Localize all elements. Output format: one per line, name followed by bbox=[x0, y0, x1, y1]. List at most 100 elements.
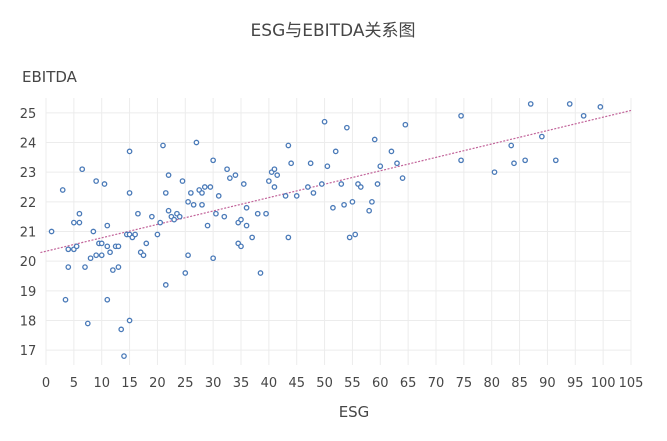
data-point bbox=[254, 210, 261, 217]
x-tick-label: 95 bbox=[567, 376, 584, 391]
grid bbox=[45, 98, 632, 365]
data-point bbox=[527, 101, 534, 107]
data-point bbox=[338, 181, 345, 187]
data-point bbox=[188, 190, 194, 196]
data-point bbox=[160, 142, 166, 149]
data-point bbox=[71, 219, 77, 226]
data-point bbox=[369, 198, 375, 205]
data-point bbox=[73, 243, 80, 250]
data-point bbox=[321, 118, 328, 125]
data-point bbox=[243, 204, 250, 211]
data-point bbox=[346, 234, 353, 241]
data-point bbox=[104, 222, 111, 229]
data-point bbox=[240, 181, 247, 187]
data-point bbox=[318, 181, 325, 187]
data-point bbox=[132, 231, 138, 238]
x-tick-label: 75 bbox=[456, 376, 473, 391]
data-point bbox=[508, 142, 515, 149]
y-tick-label: 24 bbox=[20, 137, 37, 152]
data-point bbox=[566, 101, 573, 107]
y-tick-label: 23 bbox=[20, 166, 37, 181]
data-point bbox=[118, 326, 125, 333]
y-tick-label: 20 bbox=[20, 255, 37, 270]
data-point bbox=[149, 213, 155, 220]
data-point bbox=[374, 181, 381, 187]
data-point bbox=[539, 133, 545, 140]
data-point bbox=[552, 157, 559, 164]
data-point bbox=[344, 124, 350, 131]
data-point bbox=[126, 190, 133, 196]
data-point bbox=[458, 157, 464, 164]
data-point bbox=[165, 207, 172, 214]
data-point bbox=[115, 264, 122, 270]
data-point bbox=[110, 267, 116, 273]
x-tick-label: 5 bbox=[70, 376, 78, 391]
data-point bbox=[307, 160, 314, 167]
data-point bbox=[157, 219, 164, 226]
data-point bbox=[185, 198, 191, 205]
data-point bbox=[182, 270, 189, 276]
x-tick-label: 60 bbox=[372, 376, 389, 391]
x-tick-label: 85 bbox=[511, 376, 528, 391]
data-point bbox=[62, 296, 69, 303]
data-point bbox=[101, 181, 108, 187]
y-tick-label: 22 bbox=[20, 196, 37, 211]
data-point bbox=[491, 169, 498, 176]
data-point bbox=[366, 207, 372, 214]
data-point bbox=[121, 353, 127, 359]
x-tick-label: 25 bbox=[177, 376, 194, 391]
data-point bbox=[399, 175, 406, 181]
x-tick-label: 80 bbox=[483, 376, 500, 391]
data-point bbox=[104, 296, 111, 303]
data-point bbox=[332, 148, 339, 155]
data-point bbox=[143, 240, 150, 247]
data-point bbox=[357, 184, 364, 190]
data-point bbox=[221, 213, 228, 220]
x-tick-label: 40 bbox=[261, 376, 278, 391]
x-tick-label: 10 bbox=[93, 376, 110, 391]
data-point bbox=[341, 201, 347, 208]
data-point bbox=[377, 163, 384, 170]
data-point bbox=[176, 213, 183, 220]
data-point bbox=[207, 184, 214, 190]
data-point bbox=[162, 282, 169, 288]
data-point bbox=[232, 172, 239, 178]
data-point bbox=[93, 178, 99, 184]
x-tick-label: 35 bbox=[233, 376, 250, 391]
data-point bbox=[580, 112, 587, 119]
x-tick-label: 105 bbox=[619, 376, 644, 391]
data-point bbox=[154, 231, 161, 238]
data-point bbox=[48, 228, 55, 235]
data-point bbox=[238, 216, 244, 223]
data-point bbox=[371, 136, 378, 143]
data-point bbox=[82, 264, 88, 270]
data-point bbox=[115, 243, 122, 250]
data-point bbox=[126, 148, 133, 155]
data-point bbox=[213, 210, 219, 217]
data-point bbox=[190, 201, 197, 208]
x-tick-label: 90 bbox=[539, 376, 556, 391]
data-point bbox=[263, 210, 269, 217]
data-point bbox=[310, 190, 317, 196]
data-point bbox=[330, 204, 336, 211]
x-tick-label: 50 bbox=[316, 376, 333, 391]
data-point bbox=[98, 240, 105, 247]
data-point bbox=[98, 252, 105, 259]
data-point bbox=[293, 193, 300, 199]
data-point bbox=[65, 264, 72, 270]
data-point bbox=[140, 252, 147, 259]
data-point bbox=[305, 184, 311, 190]
data-point bbox=[179, 178, 186, 184]
data-point bbox=[210, 157, 216, 164]
data-point bbox=[201, 184, 208, 190]
data-point bbox=[104, 243, 111, 250]
x-tick-label: 100 bbox=[591, 376, 616, 391]
data-point bbox=[388, 148, 395, 155]
data-point bbox=[210, 255, 216, 262]
data-point bbox=[185, 252, 191, 259]
x-tick-label: 20 bbox=[149, 376, 166, 391]
data-point bbox=[76, 219, 83, 226]
data-point bbox=[135, 210, 141, 217]
data-point bbox=[271, 166, 278, 173]
